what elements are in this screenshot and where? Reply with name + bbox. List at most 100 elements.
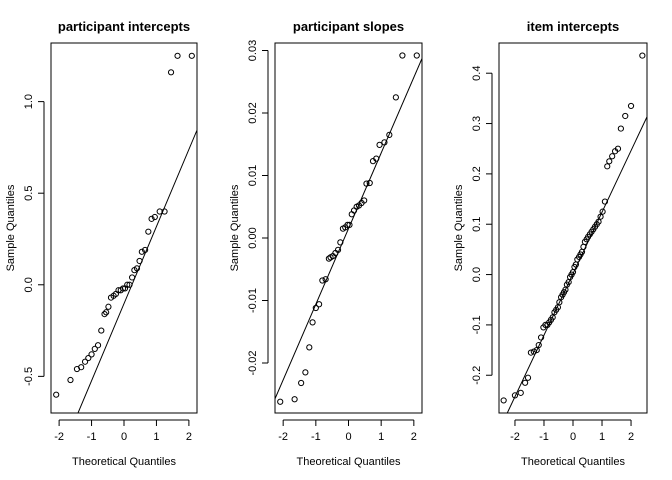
data-point: [606, 158, 613, 165]
data-point: [511, 392, 519, 399]
y-tick-label: 0.4: [471, 66, 483, 81]
y-tick-label: 0.0: [471, 267, 483, 282]
x-tick-label: 1: [153, 431, 159, 443]
reference-line: [77, 129, 197, 413]
plot-frame: [498, 42, 648, 414]
data-point: [151, 213, 158, 221]
x-tick-label: 0: [121, 431, 127, 443]
data-point: [98, 327, 105, 334]
data-point: [188, 52, 195, 59]
y-axis-label: Sample Quantiles: [5, 184, 17, 271]
data-point: [312, 304, 319, 312]
data-point: [363, 180, 370, 187]
data-point: [148, 215, 155, 222]
chart-panel-1: participant intercepts Theoretical Quanti…: [5, 19, 198, 468]
data-point: [302, 369, 309, 376]
data-point: [316, 301, 323, 308]
data-point: [319, 277, 326, 284]
data-point: [129, 274, 136, 281]
x-axis-label: Theoretical Quantiles: [521, 456, 625, 468]
y-tick-label: 0.1: [471, 217, 483, 232]
x-tick-label: 0: [345, 431, 351, 443]
data-point: [517, 389, 524, 396]
data-point: [381, 139, 388, 146]
chart-title: item intercepts: [527, 19, 619, 34]
data-point: [138, 248, 145, 255]
data-point: [361, 197, 368, 204]
y-tick-label: -0.1: [471, 315, 483, 334]
data-point: [386, 131, 393, 138]
data-point: [535, 341, 542, 349]
reference-line: [275, 58, 422, 399]
y-tick-label: 0.3: [471, 116, 483, 131]
data-point: [141, 246, 149, 254]
y-tick-label: 0.2: [471, 166, 483, 181]
y-tick-label: -0.02: [247, 350, 259, 375]
data-point: [617, 125, 624, 132]
data-point: [105, 303, 112, 310]
data-point: [522, 379, 529, 386]
data-point: [399, 52, 406, 59]
y-tick-label: -0.2: [471, 366, 483, 385]
data-point: [101, 310, 108, 318]
data-point: [627, 102, 635, 110]
y-tick-label: 0.02: [247, 102, 259, 123]
chart-title: participant intercepts: [58, 19, 190, 34]
data-point: [604, 163, 611, 170]
data-point: [145, 228, 152, 235]
x-tick-label: -2: [54, 431, 64, 443]
data-point: [119, 285, 127, 292]
x-tick-label: -1: [539, 431, 549, 443]
y-tick-label: 0.5: [23, 186, 35, 201]
data-point: [124, 281, 131, 288]
data-point: [622, 112, 629, 120]
x-tick-label: -2: [278, 431, 288, 443]
data-point: [174, 52, 181, 59]
data-point: [277, 398, 284, 405]
data-point: [373, 155, 380, 162]
data-point: [614, 145, 622, 152]
chart-panel-2: participant slopes Theoretical Quantiles S…: [229, 19, 423, 468]
y-tick-label: -0.5: [23, 367, 35, 386]
data-point: [167, 69, 175, 76]
data-point: [527, 349, 535, 356]
x-axis-label: Theoretical Quantiles: [297, 456, 401, 468]
data-point: [413, 52, 420, 59]
y-tick-label: 0.03: [247, 40, 259, 61]
x-tick-label: -2: [510, 431, 520, 443]
x-tick-label: -1: [87, 431, 97, 443]
y-tick-label: 0.01: [247, 165, 259, 186]
data-point: [524, 374, 532, 381]
x-tick-label: 2: [186, 431, 192, 443]
x-tick-label: 2: [411, 431, 417, 443]
data-point: [85, 354, 92, 362]
y-axis-label: Sample Quantiles: [453, 184, 465, 271]
data-point: [601, 198, 609, 205]
chart-title: participant slopes: [293, 19, 404, 34]
data-point: [291, 396, 298, 403]
x-tick-label: 0: [570, 431, 576, 443]
y-tick-label: 1.0: [23, 94, 35, 109]
data-point: [337, 239, 344, 246]
plot-frame: [274, 42, 423, 414]
chart-panel-3: item intercepts Theoretical Quantiles Samp…: [453, 19, 648, 468]
data-point: [500, 397, 507, 404]
x-tick-label: 2: [628, 431, 634, 443]
y-tick-label: -0.01: [247, 288, 259, 313]
data-point: [309, 319, 316, 326]
data-point: [597, 213, 604, 220]
data-point: [344, 221, 351, 228]
data-point: [136, 257, 143, 265]
data-point: [322, 276, 329, 283]
data-point: [81, 358, 89, 365]
data-point: [392, 94, 399, 101]
data-point: [366, 179, 373, 187]
x-tick-label: 1: [378, 431, 384, 443]
x-tick-label: -1: [311, 431, 321, 443]
y-axis-label: Sample Quantiles: [229, 184, 241, 271]
reference-line: [506, 116, 647, 413]
data-point: [376, 141, 383, 148]
y-tick-label: 0.0: [23, 277, 35, 292]
data-point: [91, 345, 98, 352]
